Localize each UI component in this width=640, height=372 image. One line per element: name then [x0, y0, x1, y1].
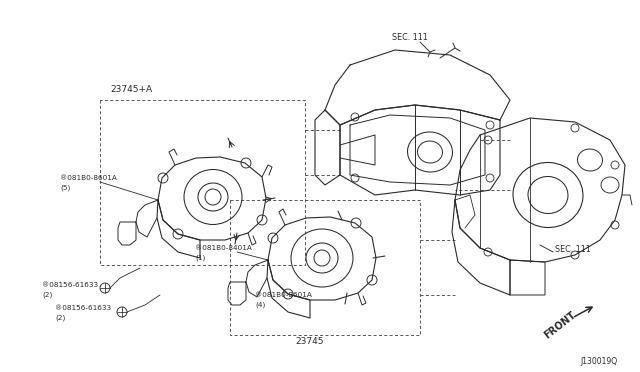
Text: FRONT: FRONT: [542, 310, 577, 340]
Text: SEC. 111: SEC. 111: [555, 246, 591, 254]
Text: ®081B0-8601A: ®081B0-8601A: [255, 292, 312, 298]
Text: ®08156-61633: ®08156-61633: [55, 305, 111, 311]
Text: 23745: 23745: [296, 337, 324, 346]
Text: SEC. 111: SEC. 111: [392, 33, 428, 42]
Text: ®081B0-8401A: ®081B0-8401A: [195, 245, 252, 251]
Text: J130019Q: J130019Q: [581, 357, 618, 366]
Text: (5): (5): [60, 185, 70, 191]
Text: (1): (1): [195, 255, 205, 261]
Text: 23745+A: 23745+A: [110, 86, 152, 94]
Text: ®081B0-8601A: ®081B0-8601A: [60, 175, 117, 181]
Text: (2): (2): [42, 292, 52, 298]
Text: (2): (2): [55, 315, 65, 321]
Text: ®08156-61633: ®08156-61633: [42, 282, 98, 288]
Text: (4): (4): [255, 302, 265, 308]
